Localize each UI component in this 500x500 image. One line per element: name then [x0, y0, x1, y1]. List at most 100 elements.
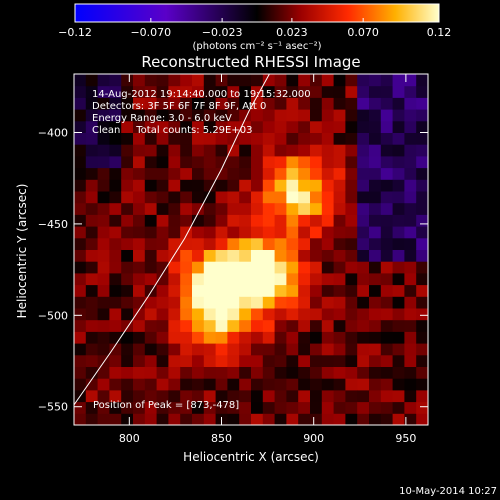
heatmap-cell: [416, 237, 428, 250]
heatmap-cell: [310, 85, 323, 98]
heatmap-cell: [404, 132, 417, 145]
heatmap-cell: [380, 85, 394, 98]
heatmap-cell: [369, 319, 382, 332]
heatmap-cell: [380, 366, 394, 379]
heatmap-cell: [416, 74, 428, 87]
heatmap-cell: [192, 296, 205, 309]
heatmap-cell: [286, 132, 299, 145]
heatmap-cell: [416, 284, 428, 297]
heatmap-cell: [227, 167, 240, 180]
heatmap-cell: [428, 214, 440, 226]
heatmap-cell: [416, 191, 428, 204]
heatmap-cell: [227, 331, 240, 344]
heatmap-cell: [262, 366, 276, 379]
heatmap-cell: [262, 132, 276, 145]
heatmap-cell: [144, 97, 158, 110]
heatmap-cell: [298, 366, 311, 379]
heatmap-cell: [239, 331, 252, 344]
heatmap-cell: [392, 226, 405, 239]
heatmap-cell: [144, 191, 158, 204]
heatmap-cell: [321, 343, 335, 356]
heatmap-cell: [310, 331, 323, 344]
y-axis-label: Heliocentric Y (arcsec): [15, 184, 29, 319]
plot-frame: [73, 73, 429, 426]
heatmap-cell: [428, 378, 440, 390]
heatmap-cell: [133, 109, 146, 122]
heatmap-cell: [85, 85, 99, 98]
heatmap-cell: [239, 191, 252, 204]
heatmap-cell: [404, 296, 417, 309]
heatmap-cell: [251, 389, 264, 403]
heatmap-cell: [144, 319, 158, 332]
heatmap-cell: [85, 389, 99, 403]
heatmap-cell: [133, 214, 146, 227]
heatmap-cell: [274, 284, 287, 297]
heatmap-cell: [144, 120, 158, 133]
heatmap-cell: [168, 202, 181, 215]
heatmap-cell: [239, 401, 252, 414]
heatmap-cell: [97, 144, 110, 157]
heatmap-cell: [227, 401, 240, 414]
heatmap-cell: [380, 331, 394, 344]
heatmap-cell: [428, 320, 440, 332]
heatmap-cell: [85, 226, 99, 239]
heatmap-cell: [203, 132, 217, 145]
heatmap-cell: [227, 389, 240, 403]
heatmap-cell: [274, 389, 287, 403]
heatmap-cell: [274, 202, 287, 215]
heatmap-cell: [97, 343, 110, 356]
heatmap-cell: [97, 331, 110, 344]
heatmap-cell: [156, 389, 169, 403]
heatmap-cell: [404, 167, 417, 180]
heatmap-cell: [74, 249, 87, 262]
heatmap-cell: [428, 261, 440, 273]
heatmap-cell: [97, 85, 110, 98]
heatmap-cell: [133, 97, 146, 110]
heatmap-cell: [298, 97, 311, 110]
heatmap-cell: [298, 202, 311, 215]
heatmap-cell: [380, 155, 394, 169]
heatmap-cell: [251, 85, 264, 98]
heatmap-cell: [333, 97, 346, 110]
heatmap-cell: [274, 109, 287, 122]
heatmap-cell: [239, 97, 252, 110]
heatmap-cell: [109, 272, 122, 286]
colorbar-tick-label: 0.070: [347, 26, 379, 39]
heatmap-cell: [380, 226, 394, 239]
heatmap-cell: [310, 366, 323, 379]
heatmap-cell: [333, 284, 346, 297]
heatmap-cell: [428, 226, 440, 238]
heatmap-cell: [392, 308, 405, 321]
heatmap-cell: [133, 343, 146, 356]
heatmap-cell: [298, 74, 311, 87]
heatmap-cell: [404, 319, 417, 332]
heatmap-cell: [180, 401, 193, 414]
heatmap-cell: [109, 366, 122, 379]
heatmap-cell: [310, 413, 323, 425]
heatmap-cell: [345, 120, 358, 133]
heatmap-cell: [97, 366, 110, 379]
annotation-energy: Energy Range: 3.0 - 6.0 keV: [92, 113, 232, 124]
heatmap-cell: [239, 249, 252, 262]
heatmap-cell: [74, 401, 87, 414]
heatmap-cell: [74, 144, 87, 157]
x-axis-label: Heliocentric X (arcsec): [183, 450, 319, 464]
heatmap-cell: [121, 155, 134, 169]
heatmap-cell: [203, 284, 217, 297]
heatmap-cell: [97, 296, 110, 309]
heatmap-cell: [369, 179, 382, 192]
heatmap-cell: [333, 413, 346, 425]
heatmap-cell: [180, 214, 193, 227]
heatmap-cell: [121, 74, 134, 75]
heatmap-cell: [180, 296, 193, 309]
heatmap-cell: [357, 272, 370, 286]
heatmap-cell: [203, 85, 217, 98]
heatmap-cell: [380, 144, 394, 157]
heatmap-cell: [404, 155, 417, 169]
heatmap-cell: [357, 74, 370, 87]
heatmap-cell: [74, 343, 87, 356]
heatmap-cell: [369, 191, 382, 204]
heatmap-cell: [345, 226, 358, 239]
heatmap-cell: [109, 284, 122, 297]
heatmap-cell: [192, 249, 205, 262]
